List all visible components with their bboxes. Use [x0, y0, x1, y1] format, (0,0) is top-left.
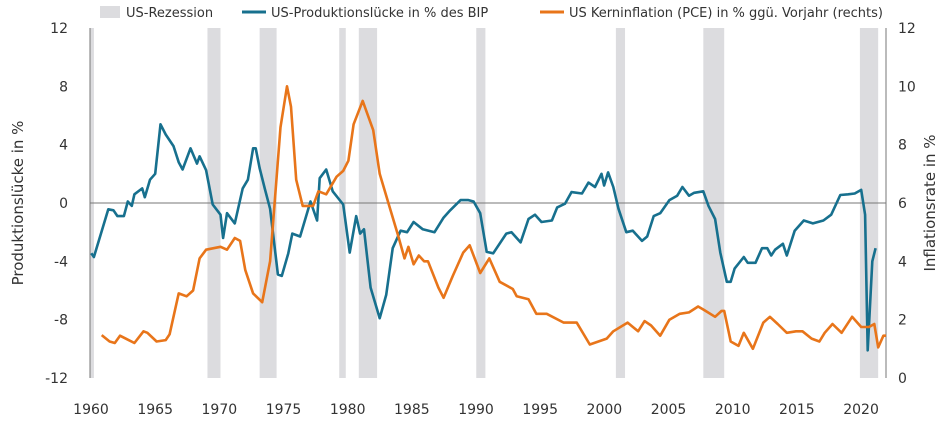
- x-tick-label: 1975: [266, 402, 302, 418]
- x-tick-label: 1990: [458, 402, 494, 418]
- y-tick-label-right: 12: [898, 21, 916, 37]
- output-gap-line: [90, 123, 877, 352]
- series-lines: [90, 85, 886, 352]
- x-tick-label: 1970: [202, 402, 238, 418]
- y-tick-label-right: 6: [898, 196, 907, 212]
- y-tick-label-left: 8: [59, 79, 68, 95]
- y-tick-label-right: 8: [898, 138, 907, 154]
- y-tick-label-left: 0: [59, 196, 68, 212]
- legend-swatch-recession: [100, 6, 120, 18]
- y-tick-label-right: 10: [898, 79, 916, 95]
- legend: US-Rezession US-Produktionslücke in % de…: [100, 6, 883, 21]
- y-tick-label-left: -8: [54, 313, 68, 329]
- y-tick-label-left: 4: [59, 138, 68, 154]
- x-tick-label: 1965: [137, 402, 173, 418]
- x-tick-label: 1980: [330, 402, 366, 418]
- x-tick-label: 1995: [522, 402, 558, 418]
- y-axis-label-left: Produktionslücke in %: [9, 121, 27, 286]
- x-tick-label: 2020: [843, 402, 879, 418]
- y-axis-label-right: Inflationsrate in %: [921, 134, 939, 271]
- y-tick-label-right: 2: [898, 313, 907, 329]
- x-tick-label: 2005: [651, 402, 687, 418]
- core-inflation-line: [100, 85, 886, 351]
- y-tick-label-left: -4: [54, 254, 68, 270]
- legend-label-output-gap: US-Produktionslücke in % des BIP: [271, 6, 488, 21]
- x-tick-label: 1960: [73, 402, 109, 418]
- y-tick-label-right: 0: [898, 371, 907, 387]
- x-tick-label: 2000: [587, 402, 623, 418]
- legend-label-recession: US-Rezession: [126, 6, 213, 21]
- x-tick-label: 1985: [394, 402, 430, 418]
- x-tick-label: 2010: [715, 402, 751, 418]
- y-tick-label-right: 4: [898, 254, 907, 270]
- tick-labels: 1960 1965 1970 1975 1980 1985 1990 1995 2000 2005…: [45, 21, 916, 418]
- y-tick-label-left: 12: [50, 21, 68, 37]
- legend-label-inflation: US Kerninflation (PCE) in % ggü. Vorjahr…: [569, 6, 883, 21]
- x-tick-label: 2015: [779, 402, 815, 418]
- y-tick-label-left: -12: [45, 371, 68, 387]
